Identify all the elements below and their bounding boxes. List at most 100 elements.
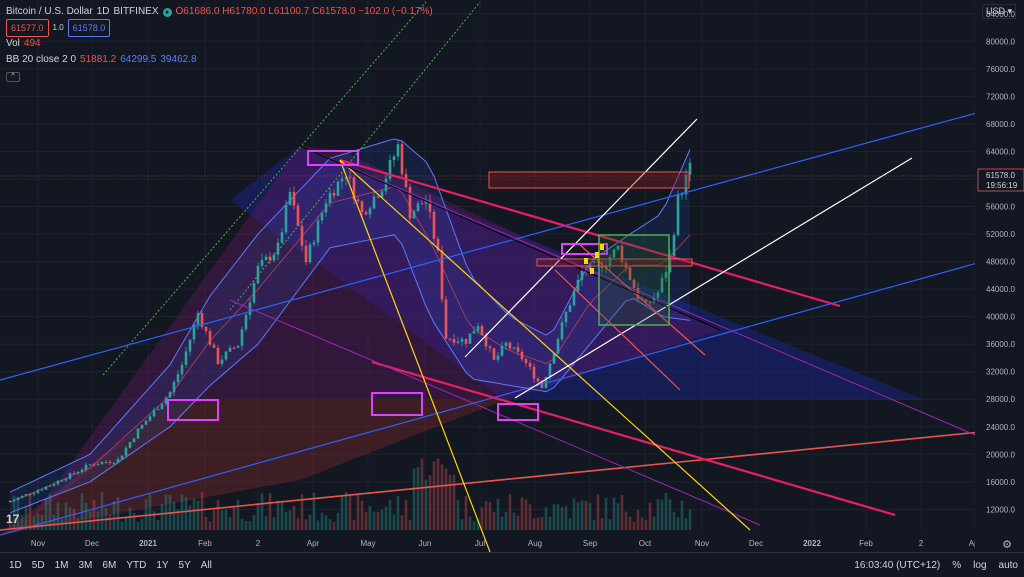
candle-body [312,242,316,245]
candle-body [172,381,176,393]
volume-bar [288,510,292,530]
last-price-value: 61578.0 [986,171,1015,180]
volume-bar [24,507,28,530]
candle-body [684,174,688,195]
timeframe-ytd[interactable]: YTD [126,559,147,571]
candle-body [364,212,368,215]
y-axis: 84000.0 80000.0 76000.0 72000.0 68000.0 64000… [975,0,1024,552]
candle-body [292,191,296,206]
timeframe-5d[interactable]: 5D [31,559,45,571]
candle-body [204,327,208,332]
candle-body [280,232,284,243]
bb-label[interactable]: BB 20 close 2 0 [6,54,77,65]
collapse-legend-icon[interactable]: ^ [6,72,20,82]
volume-bar [408,519,412,530]
candle-body [48,485,52,487]
candle-body [28,494,32,496]
box-sep-high [561,243,608,255]
candle-body [132,438,136,443]
candle-body [448,338,452,340]
volume-bar [48,494,52,530]
candle-body [344,176,348,179]
volume-bar [628,516,632,530]
timeframe-6m[interactable]: 6M [102,559,117,571]
candle-body [348,176,352,178]
candle-body [476,326,480,332]
volume-bar [44,498,48,530]
volume-bar [316,520,320,530]
buy-price-button[interactable]: 61578.0 [67,19,111,37]
red-down-line-2 [554,269,681,391]
volume-bar [440,464,444,530]
volume-bar [392,514,396,530]
timeframe-1d[interactable]: 1D [9,559,22,571]
interval-label[interactable]: 1D [96,6,110,17]
clock-readout[interactable]: 16:03:40 (UTC+12) [854,559,941,571]
candle-body [424,200,428,204]
candle-body [296,205,300,226]
candle-body [24,494,28,496]
settings-gear-icon[interactable]: ⚙ [1002,539,1012,551]
volume-bar [72,508,76,530]
price-chart[interactable]: Nov Dec 2021 Feb 2 Apr May Jun Jul Aug Sep Oct Nov De… [0,0,1024,552]
volume-bar [16,498,20,530]
volume-bar [444,468,448,530]
bb-fill [10,138,690,513]
candle-body [224,351,228,360]
candle-body [548,363,552,378]
candle-body [556,339,560,354]
candle-body [672,234,676,257]
timeframe-1m[interactable]: 1M [54,559,69,571]
candle-body [552,353,556,364]
x-tick-label: Dec [85,539,99,548]
volume-bar [328,519,332,530]
candle-body [156,409,160,411]
timeframe-5y[interactable]: 5Y [178,559,191,571]
volume-bar [244,521,248,530]
bb-lower-value: 39462.8 [160,54,197,65]
candle-body [624,262,628,268]
candle-body [236,345,240,348]
volume-bar [632,521,636,530]
volume-bar [40,515,44,530]
volume-bar [552,504,556,530]
timeframe-1y[interactable]: 1Y [156,559,169,571]
volume-bar [424,479,428,530]
candle-body [528,363,532,367]
y-axis-panel [975,0,1024,552]
candle-body [36,490,40,493]
volume-bar [428,475,432,530]
candle-body [452,339,456,344]
timeframe-3m[interactable]: 3M [78,559,93,571]
log-toggle[interactable]: log [973,559,987,571]
candle-body [568,305,572,312]
timeframe-all[interactable]: All [200,559,212,571]
volume-bar [356,493,360,530]
auto-toggle[interactable]: auto [998,559,1018,571]
candle-body [60,480,64,482]
y-tick-label: 64000.0 [986,147,1015,156]
volume-bar [84,502,88,530]
blue-support-trendline [0,249,1024,536]
volume-bar [416,467,420,530]
box-resistance-zone [488,171,690,189]
candle-body [300,225,304,246]
volume-bar [80,492,84,530]
volume-bar [556,503,560,530]
volume-bar [188,505,192,530]
volume-bar [480,507,484,530]
volume-bar [380,509,384,530]
volume-bar [32,516,36,530]
volume-label[interactable]: Vol [6,38,20,49]
candle-body [608,257,612,266]
volume-bar [604,497,608,530]
volume-bar [620,494,624,530]
volume-bar [688,509,692,530]
candle-body [512,347,516,349]
currency-selector[interactable]: USD ▾ [981,4,1016,19]
sell-price-button[interactable]: 61577.0 [6,19,49,37]
percent-toggle[interactable]: % [952,559,962,571]
volume-bar [568,518,572,530]
symbol-title[interactable]: Bitcoin / U.S. Dollar [6,6,93,17]
volume-bar [432,461,436,530]
